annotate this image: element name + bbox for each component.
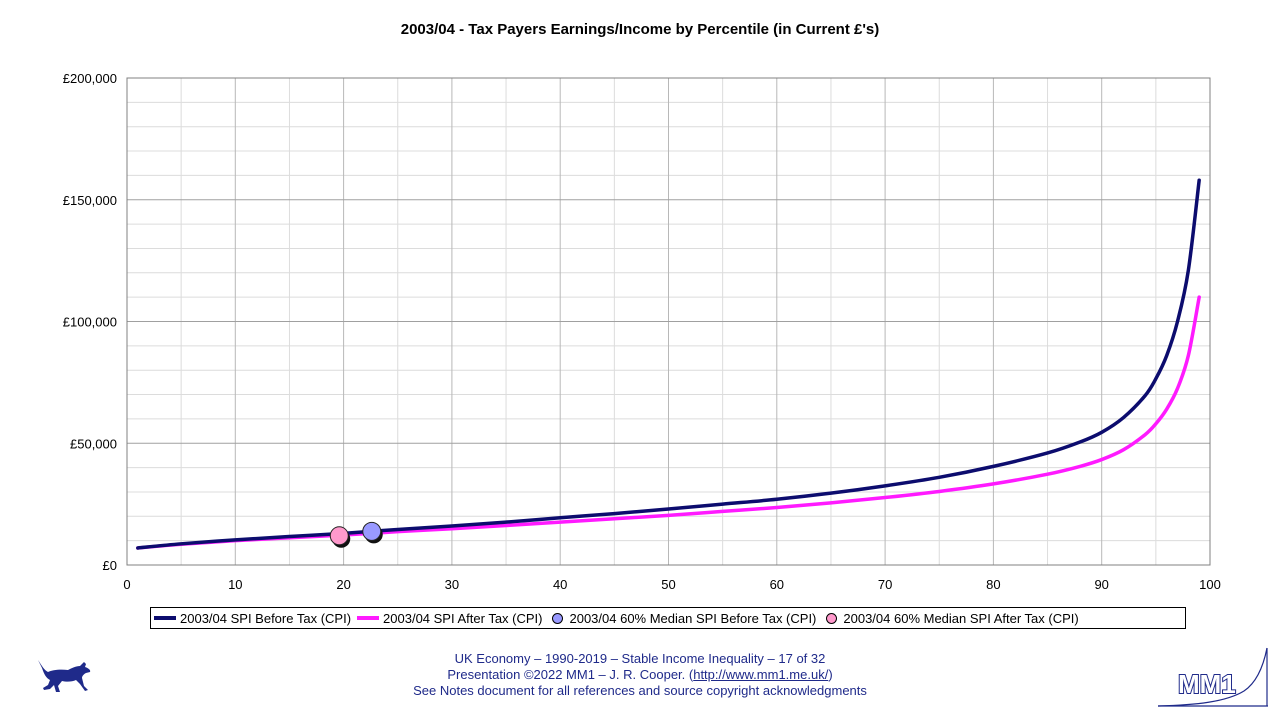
series <box>136 178 1201 550</box>
footer-line-1: UK Economy – 1990-2019 – Stable Income I… <box>454 651 826 666</box>
legend-swatch-before-tax <box>154 616 176 620</box>
x-tick-label: 100 <box>1199 577 1221 592</box>
legend-label-after-tax: 2003/04 SPI After Tax (CPI) <box>383 610 543 626</box>
x-tick-label: 0 <box>123 577 130 592</box>
marker-median-before-tax <box>362 521 382 541</box>
x-tick-label: 50 <box>661 577 675 592</box>
legend-item-median-after: 2003/04 60% Median SPI After Tax (CPI) <box>822 610 1079 626</box>
logo-text: MM1 <box>1178 669 1236 699</box>
x-tick-label: 60 <box>770 577 784 592</box>
mm1-logo-icon: MM1 <box>1157 647 1268 707</box>
x-tick-label: 80 <box>986 577 1000 592</box>
footer-line-3: See Notes document for all references an… <box>413 683 867 698</box>
y-tick-label: £150,000 <box>63 193 117 208</box>
y-tick-label: £100,000 <box>63 315 117 330</box>
y-tick-label: £50,000 <box>70 436 117 451</box>
x-tick-label: 20 <box>336 577 350 592</box>
footer-line-2-suffix: ) <box>828 667 833 682</box>
legend-label-before-tax: 2003/04 SPI Before Tax (CPI) <box>180 610 352 626</box>
plot-frame <box>126 77 1211 566</box>
legend: 2003/04 SPI Before Tax (CPI) 2003/04 SPI… <box>150 607 1186 629</box>
chart-title: 2003/04 - Tax Payers Earnings/Income by … <box>400 21 880 38</box>
y-tick-label: £200,000 <box>63 71 117 86</box>
axes: 0 10 20 30 40 50 60 70 80 90 100 £0 £50,000 £100,000 £… <box>63 71 1221 592</box>
legend-label-median-after: 2003/04 60% Median SPI After Tax (CPI) <box>843 610 1079 626</box>
legend-item-median-before: 2003/04 60% Median SPI Before Tax (CPI) <box>548 611 816 626</box>
footer-line-2-prefix: Presentation ©2022 MM1 – J. R. Cooper. ( <box>447 667 694 682</box>
footer-link[interactable]: http://www.mm1.me.uk/ <box>693 667 829 682</box>
grid <box>126 77 1211 566</box>
legend-label-median-before: 2003/04 60% Median SPI Before Tax (CPI) <box>569 610 817 626</box>
legend-swatch-median-after <box>826 612 838 624</box>
legend-swatch-after-tax <box>357 616 380 620</box>
x-tick-label: 90 <box>1094 577 1108 592</box>
x-tick-label: 30 <box>445 577 459 592</box>
footer-line-2: Presentation ©2022 MM1 – J. R. Cooper. (… <box>0 667 1280 683</box>
y-tick-label: £0 <box>103 558 117 573</box>
x-tick-label: 10 <box>228 577 242 592</box>
marker-median-after-tax <box>329 526 349 546</box>
series-line-after-tax <box>136 295 1201 550</box>
series-line-before-tax <box>136 178 1201 550</box>
chart-plot: 0 10 20 30 40 50 60 70 80 90 100 £0 £50,000 £100,000 £… <box>63 71 1221 592</box>
running-dog-icon <box>38 660 91 692</box>
legend-item-before-tax: 2003/04 SPI Before Tax (CPI) <box>154 611 351 626</box>
legend-swatch-median-before <box>552 612 564 624</box>
x-tick-label: 70 <box>878 577 892 592</box>
legend-item-after-tax: 2003/04 SPI After Tax (CPI) <box>357 611 542 626</box>
footer: UK Economy – 1990-2019 – Stable Income I… <box>0 651 1280 699</box>
x-tick-label: 40 <box>553 577 567 592</box>
